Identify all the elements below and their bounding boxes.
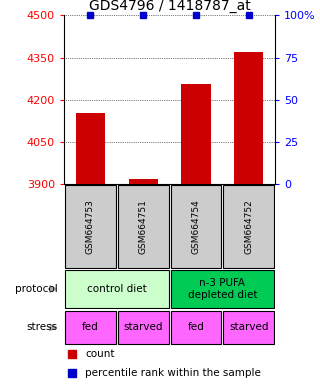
- Bar: [118, 185, 169, 268]
- Text: fed: fed: [188, 322, 204, 333]
- Text: GSM664752: GSM664752: [244, 199, 253, 254]
- Text: stress: stress: [27, 322, 58, 333]
- Title: GDS4796 / 1418787_at: GDS4796 / 1418787_at: [89, 0, 251, 13]
- Bar: [181, 84, 211, 184]
- Bar: [65, 311, 116, 344]
- Bar: [171, 185, 221, 268]
- Bar: [223, 185, 274, 268]
- Text: GSM664754: GSM664754: [191, 199, 201, 254]
- Bar: [171, 311, 221, 344]
- Text: GSM664751: GSM664751: [139, 199, 148, 254]
- Text: protocol: protocol: [15, 284, 58, 294]
- Bar: [129, 179, 158, 184]
- Bar: [65, 185, 116, 268]
- Text: starved: starved: [124, 322, 163, 333]
- Text: control diet: control diet: [87, 284, 147, 294]
- Bar: [76, 113, 105, 184]
- Text: starved: starved: [229, 322, 268, 333]
- Text: n-3 PUFA
depleted diet: n-3 PUFA depleted diet: [188, 278, 257, 300]
- Bar: [65, 270, 169, 308]
- Text: fed: fed: [82, 322, 99, 333]
- Bar: [118, 311, 169, 344]
- Text: count: count: [85, 349, 115, 359]
- Text: percentile rank within the sample: percentile rank within the sample: [85, 368, 261, 378]
- Text: GSM664753: GSM664753: [86, 199, 95, 254]
- Bar: [223, 311, 274, 344]
- Bar: [171, 270, 274, 308]
- Bar: [234, 52, 263, 184]
